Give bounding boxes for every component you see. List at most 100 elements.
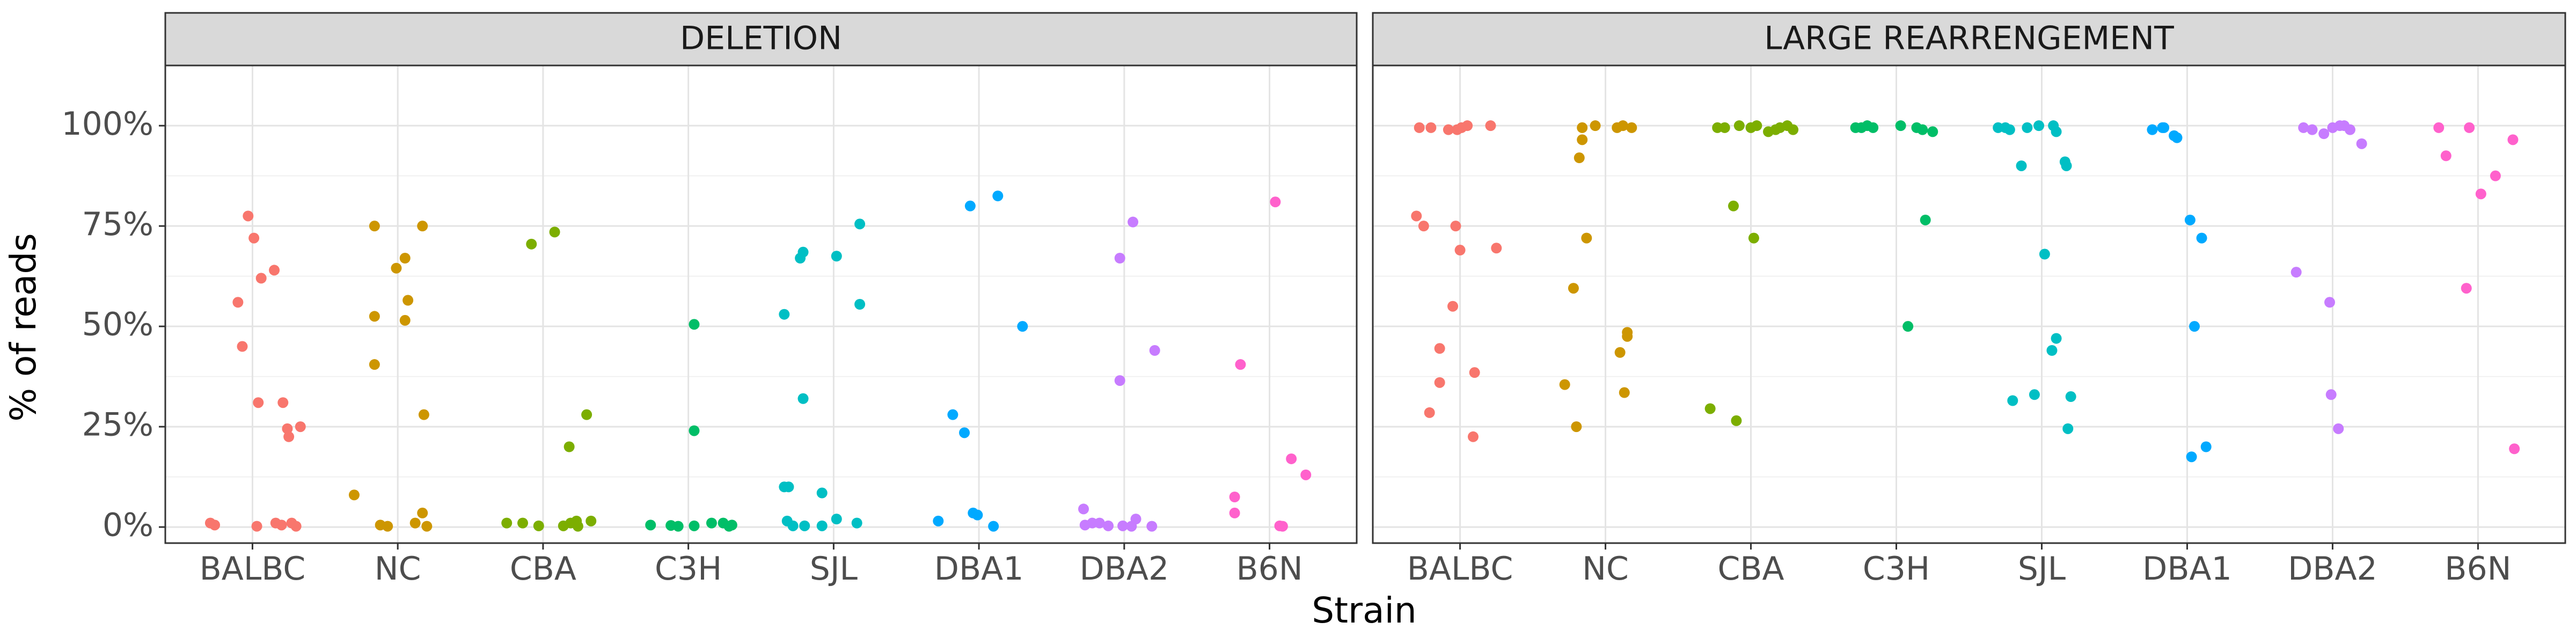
data-point <box>1917 124 1928 135</box>
data-point <box>689 319 700 330</box>
data-point <box>2461 283 2472 294</box>
data-point <box>797 246 809 258</box>
data-point <box>1078 503 1089 515</box>
data-point <box>2147 124 2158 135</box>
data-point <box>1788 124 1799 135</box>
x-tick-label: C3H <box>1863 550 1930 588</box>
data-point <box>1559 379 1570 390</box>
y-axis-title: % of reads <box>3 233 44 421</box>
data-point <box>1719 122 1730 133</box>
data-point <box>1425 122 1437 133</box>
data-point <box>2507 134 2519 145</box>
x-tick-label: CBA <box>1717 550 1784 588</box>
data-point <box>2464 122 2475 133</box>
data-point <box>2298 122 2309 133</box>
data-point <box>572 521 583 532</box>
x-tick-label: DBA1 <box>2142 550 2232 588</box>
x-tick-label: DBA2 <box>2288 550 2377 588</box>
data-point <box>2051 333 2062 344</box>
data-point <box>1462 120 1473 131</box>
x-tick-label: CBA <box>510 550 576 588</box>
data-point <box>417 221 428 232</box>
data-point <box>1745 122 1757 133</box>
data-point <box>964 200 976 211</box>
data-point <box>816 520 828 531</box>
data-point <box>402 295 414 306</box>
data-point <box>418 409 429 420</box>
plot-background <box>1373 65 2565 543</box>
data-point <box>290 521 302 532</box>
data-point <box>2062 423 2074 434</box>
facet-panel: LARGE REARRENGEMENT BALBC NC CBA C3H SJL DBA1 D… <box>1372 12 2566 588</box>
plot-background <box>165 65 1357 543</box>
data-point <box>549 226 560 238</box>
data-point <box>1017 321 1028 332</box>
data-point <box>1450 221 1461 232</box>
data-point <box>2356 138 2367 149</box>
data-point <box>2158 122 2170 133</box>
facet-panel: DELETION BALBC NC CBA C3H SJL DBA1 DBA2 B6N 0% 25%… <box>61 12 1358 588</box>
data-point <box>1300 469 1312 480</box>
data-point <box>248 232 260 244</box>
y-tick-label: 0% <box>103 507 153 544</box>
data-point <box>2324 297 2336 308</box>
data-point <box>526 238 537 250</box>
data-point <box>831 514 842 525</box>
data-point <box>369 311 380 322</box>
data-point <box>1748 232 1759 244</box>
data-point <box>1229 491 1240 502</box>
data-point <box>399 314 411 326</box>
data-point <box>1574 152 1585 164</box>
data-point <box>2171 132 2183 143</box>
data-point <box>1902 321 1914 332</box>
data-point <box>421 521 433 532</box>
data-point <box>1434 343 1445 354</box>
data-point <box>1568 283 1579 294</box>
data-point <box>1704 403 1716 414</box>
data-point <box>409 517 421 529</box>
data-point <box>564 441 575 452</box>
data-point <box>2290 267 2302 278</box>
data-point <box>253 397 264 408</box>
data-point <box>282 423 293 434</box>
data-point <box>2186 451 2197 463</box>
x-tick-label: B6N <box>2445 550 2511 588</box>
x-tick-label: BALBC <box>1407 550 1513 588</box>
data-point <box>399 252 411 264</box>
data-point <box>2022 122 2033 133</box>
data-point <box>586 515 597 526</box>
data-point <box>1571 421 1582 433</box>
x-tick-label: BALBC <box>200 550 306 588</box>
y-tick-label: 25% <box>82 406 153 444</box>
data-point <box>959 427 970 438</box>
data-point <box>1434 377 1445 388</box>
data-point <box>726 519 737 531</box>
data-point <box>1447 301 1459 312</box>
data-point <box>672 521 684 532</box>
data-point <box>783 481 794 493</box>
data-point <box>382 521 393 532</box>
data-point <box>295 421 306 433</box>
data-point <box>269 265 280 276</box>
data-point <box>517 517 528 529</box>
facet-title: DELETION <box>680 20 842 57</box>
data-point <box>1733 120 1745 131</box>
data-point <box>1424 407 1435 418</box>
data-point <box>2007 395 2018 406</box>
data-point <box>1114 252 1125 264</box>
data-point <box>1731 415 1742 426</box>
data-point <box>369 359 380 370</box>
data-point <box>2048 120 2059 131</box>
data-point <box>1452 124 1463 135</box>
data-point <box>2189 321 2200 332</box>
data-point <box>1581 232 1592 244</box>
data-point <box>501 517 513 529</box>
data-point <box>1467 431 1479 442</box>
data-point <box>2184 214 2196 225</box>
data-point <box>1146 521 1158 532</box>
data-point <box>2016 160 2027 171</box>
data-point <box>1149 345 1160 356</box>
data-point <box>1103 520 1114 531</box>
data-point <box>369 221 380 232</box>
